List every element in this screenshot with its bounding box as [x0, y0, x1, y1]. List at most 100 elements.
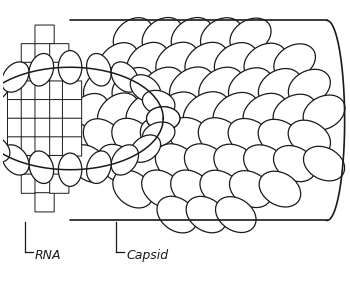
FancyBboxPatch shape — [35, 44, 54, 63]
Ellipse shape — [112, 118, 154, 158]
Ellipse shape — [183, 92, 230, 134]
Ellipse shape — [142, 90, 175, 115]
Ellipse shape — [130, 75, 161, 102]
FancyBboxPatch shape — [50, 156, 69, 175]
Ellipse shape — [126, 92, 169, 133]
Ellipse shape — [112, 67, 154, 107]
Ellipse shape — [243, 93, 287, 132]
FancyBboxPatch shape — [50, 100, 69, 119]
Ellipse shape — [230, 171, 272, 208]
FancyBboxPatch shape — [21, 100, 41, 119]
FancyBboxPatch shape — [21, 137, 41, 156]
Ellipse shape — [83, 119, 124, 157]
Ellipse shape — [0, 135, 10, 162]
Ellipse shape — [201, 18, 242, 55]
Ellipse shape — [171, 17, 212, 55]
FancyBboxPatch shape — [50, 174, 69, 193]
Ellipse shape — [186, 196, 226, 233]
Ellipse shape — [303, 146, 345, 181]
Text: RNA: RNA — [35, 249, 61, 262]
Ellipse shape — [127, 42, 168, 81]
FancyBboxPatch shape — [35, 100, 54, 119]
Ellipse shape — [86, 151, 111, 184]
Ellipse shape — [2, 62, 29, 92]
Ellipse shape — [214, 144, 258, 183]
Ellipse shape — [157, 196, 197, 233]
Ellipse shape — [83, 68, 123, 106]
FancyBboxPatch shape — [35, 118, 54, 137]
Ellipse shape — [156, 42, 198, 81]
Ellipse shape — [86, 53, 111, 86]
Ellipse shape — [142, 122, 175, 147]
Ellipse shape — [171, 170, 213, 208]
Ellipse shape — [111, 62, 139, 92]
Ellipse shape — [184, 144, 228, 183]
Ellipse shape — [154, 92, 199, 133]
Ellipse shape — [288, 120, 330, 156]
Ellipse shape — [155, 144, 198, 183]
Ellipse shape — [244, 43, 286, 80]
FancyBboxPatch shape — [50, 44, 69, 63]
FancyBboxPatch shape — [62, 118, 82, 137]
Ellipse shape — [259, 171, 301, 207]
Ellipse shape — [185, 42, 228, 81]
FancyBboxPatch shape — [62, 100, 82, 119]
Ellipse shape — [228, 118, 273, 158]
Ellipse shape — [98, 93, 139, 132]
Ellipse shape — [55, 119, 93, 157]
Ellipse shape — [258, 119, 302, 157]
FancyBboxPatch shape — [35, 137, 54, 156]
FancyBboxPatch shape — [50, 62, 69, 82]
FancyBboxPatch shape — [35, 156, 54, 175]
Ellipse shape — [273, 146, 316, 182]
Ellipse shape — [213, 92, 259, 133]
FancyBboxPatch shape — [35, 193, 54, 212]
FancyBboxPatch shape — [35, 174, 54, 193]
Ellipse shape — [214, 43, 257, 81]
Ellipse shape — [142, 17, 182, 55]
FancyBboxPatch shape — [35, 25, 54, 44]
Ellipse shape — [199, 67, 243, 107]
Ellipse shape — [29, 151, 54, 184]
Ellipse shape — [229, 68, 273, 106]
Ellipse shape — [98, 43, 138, 81]
Ellipse shape — [69, 94, 108, 132]
FancyBboxPatch shape — [50, 137, 69, 156]
Ellipse shape — [98, 144, 138, 183]
FancyBboxPatch shape — [35, 62, 54, 82]
Ellipse shape — [274, 44, 315, 80]
FancyBboxPatch shape — [7, 118, 27, 137]
FancyBboxPatch shape — [21, 44, 41, 63]
Ellipse shape — [142, 170, 183, 208]
Ellipse shape — [141, 67, 184, 107]
Ellipse shape — [113, 18, 152, 55]
Ellipse shape — [303, 95, 345, 130]
Ellipse shape — [169, 118, 214, 159]
Text: Capsid: Capsid — [126, 249, 168, 262]
Ellipse shape — [130, 135, 161, 162]
Ellipse shape — [2, 145, 29, 175]
Ellipse shape — [140, 118, 184, 158]
Ellipse shape — [58, 153, 82, 186]
Ellipse shape — [244, 145, 287, 182]
FancyBboxPatch shape — [62, 137, 82, 156]
FancyBboxPatch shape — [7, 100, 27, 119]
Ellipse shape — [147, 107, 180, 130]
Ellipse shape — [230, 18, 271, 54]
Ellipse shape — [200, 170, 242, 208]
Ellipse shape — [69, 145, 108, 182]
Ellipse shape — [0, 75, 10, 102]
FancyBboxPatch shape — [50, 118, 69, 137]
Ellipse shape — [58, 51, 82, 84]
Ellipse shape — [29, 53, 54, 86]
Ellipse shape — [169, 67, 214, 107]
Ellipse shape — [258, 69, 301, 106]
FancyBboxPatch shape — [35, 81, 54, 100]
FancyBboxPatch shape — [21, 62, 41, 82]
FancyBboxPatch shape — [21, 118, 41, 137]
Ellipse shape — [216, 197, 256, 233]
Ellipse shape — [198, 118, 244, 158]
Ellipse shape — [147, 107, 180, 130]
FancyBboxPatch shape — [21, 81, 41, 100]
FancyBboxPatch shape — [50, 81, 69, 100]
